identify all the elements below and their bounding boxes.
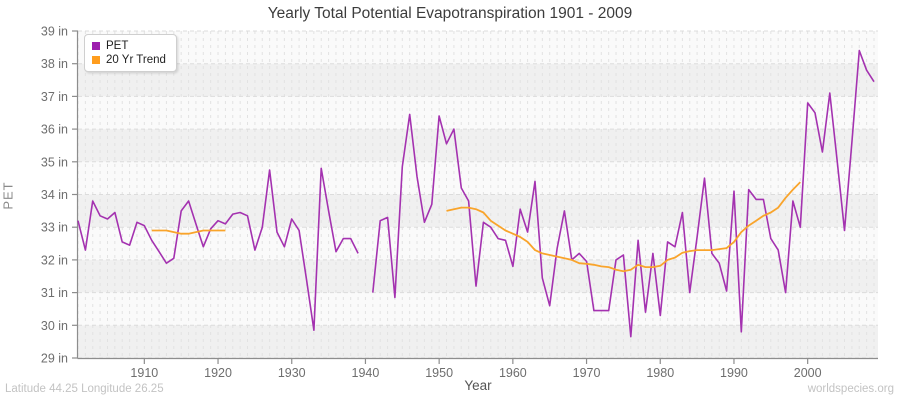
trend-swatch-icon xyxy=(92,56,100,64)
y-axis-label: PET xyxy=(0,181,16,210)
x-tick-label: 1930 xyxy=(278,366,306,380)
legend-label-pet: PET xyxy=(106,40,129,52)
x-tick-label: 1970 xyxy=(573,366,601,380)
y-tick-label: 32 in xyxy=(41,253,68,267)
legend-item-pet[interactable]: PET xyxy=(92,39,166,53)
y-tick-label: 39 in xyxy=(41,25,68,39)
plot-band xyxy=(78,325,878,358)
x-tick-label: 1940 xyxy=(352,366,380,380)
plot-band xyxy=(78,31,878,64)
pet-line xyxy=(77,49,875,338)
x-tick-label: 1980 xyxy=(646,366,674,380)
x-tick-label: 1990 xyxy=(720,366,748,380)
chart-title: Yearly Total Potential Evapotranspiratio… xyxy=(267,5,633,22)
plot-band xyxy=(78,161,878,195)
trend-line xyxy=(151,181,801,273)
y-tick-label: 30 in xyxy=(41,319,68,333)
legend-item-trend[interactable]: 20 Yr Trend xyxy=(92,53,166,67)
y-tick-label: 36 in xyxy=(41,123,68,137)
y-tick-label: 31 in xyxy=(41,286,68,300)
plot-band xyxy=(78,63,878,97)
x-tick-label: 1950 xyxy=(425,366,453,380)
legend-label-trend: 20 Yr Trend xyxy=(106,54,166,66)
y-tick-label: 37 in xyxy=(41,90,68,104)
x-tick-label: 1910 xyxy=(130,366,158,380)
legend: PET 20 Yr Trend xyxy=(84,34,177,72)
y-tick-label: 29 in xyxy=(41,352,68,366)
y-tick-label: 35 in xyxy=(41,155,68,169)
coordinates-caption: Latitude 44.25 Longitude 26.25 xyxy=(5,383,164,395)
plot-band xyxy=(78,129,878,162)
y-tick-label: 33 in xyxy=(41,221,68,235)
plot-band xyxy=(78,292,878,326)
x-tick-label: 1960 xyxy=(499,366,527,380)
y-tick-label: 38 in xyxy=(41,57,68,71)
pet-swatch-icon xyxy=(92,42,100,50)
plot-band xyxy=(78,96,878,130)
x-tick-label: 2000 xyxy=(794,366,822,380)
x-tick-label: 1920 xyxy=(204,366,232,380)
x-axis-label: Year xyxy=(464,378,492,393)
source-caption[interactable]: worldspecies.org xyxy=(807,383,894,395)
y-tick-label: 34 in xyxy=(41,188,68,202)
